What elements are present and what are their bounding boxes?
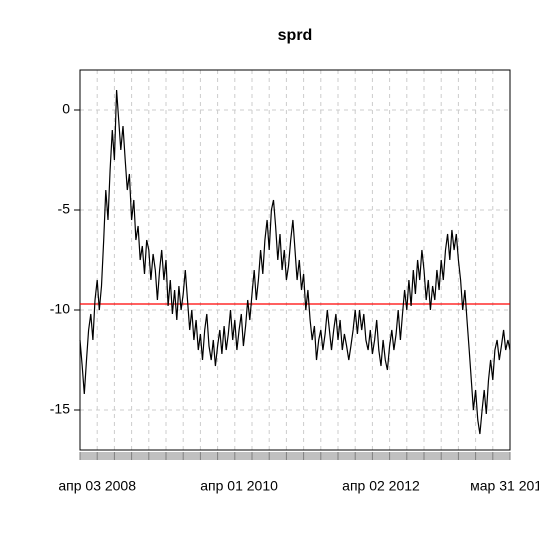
x-tick-label: мар 31 2014 xyxy=(470,477,539,493)
x-tick-label: апр 03 2008 xyxy=(58,477,136,493)
time-series-chart: sprd -15 -10 -5 0 апр 03 2008 апр 01 2010 апр 0… xyxy=(0,0,539,538)
x-rug-band xyxy=(80,452,510,460)
y-tick-label: 0 xyxy=(62,101,70,117)
y-tick-label: -15 xyxy=(50,401,70,417)
y-tick-label: -10 xyxy=(50,301,70,317)
y-tick-label: -5 xyxy=(58,201,71,217)
x-tick-label: апр 01 2010 xyxy=(200,477,278,493)
chart-title: sprd xyxy=(278,27,313,44)
x-tick-label: апр 02 2012 xyxy=(342,477,420,493)
chart-svg: sprd -15 -10 -5 0 апр 03 2008 апр 01 2010 апр 0… xyxy=(0,0,539,538)
